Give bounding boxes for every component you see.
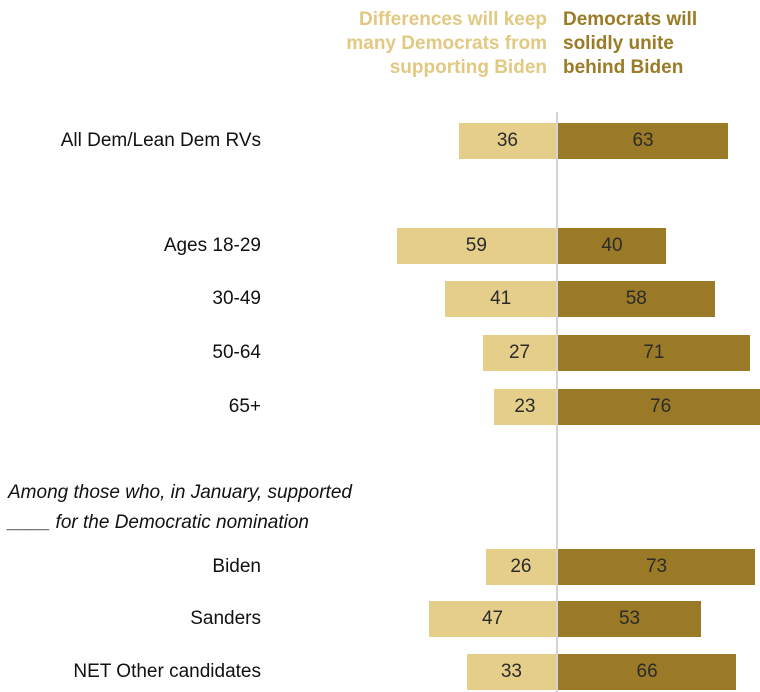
bar-left <box>396 228 556 264</box>
legend-right-line: behind Biden <box>563 57 684 78</box>
bar-right <box>558 123 729 159</box>
row-label: NET Other candidates <box>73 661 261 682</box>
bar-right <box>558 281 715 317</box>
bar-right-value-label: 71 <box>643 342 665 363</box>
bar-left <box>483 335 556 371</box>
section-note-line: Among those who, in January, supported <box>8 482 352 503</box>
row-label: Biden <box>212 556 261 577</box>
bar-right-value-label: 73 <box>645 556 668 577</box>
row-label: All Dem/Lean Dem RVs <box>60 130 261 151</box>
bar-left-value-label: 26 <box>510 556 532 577</box>
bar-left <box>458 123 556 159</box>
bar-left-value-label: 41 <box>490 288 512 309</box>
legend-left-line: supporting Biden <box>389 57 547 78</box>
bar-left-value-label: 23 <box>514 396 536 417</box>
bar-left <box>445 281 556 317</box>
bar-right <box>558 335 750 371</box>
legend-left-header: Differences will keep many Democrats fro… <box>287 8 547 80</box>
row-label: 65+ <box>228 396 261 417</box>
bar-right <box>558 389 760 425</box>
bar-right <box>558 654 737 690</box>
row-label: Sanders <box>190 608 261 629</box>
bar-right <box>558 601 702 637</box>
bar-right-value-label: 53 <box>618 608 641 629</box>
bar-left-value-label: 59 <box>465 235 487 256</box>
section-note-line: ____ for the Democratic nomination <box>8 512 309 533</box>
bar-right-value-label: 66 <box>636 661 658 682</box>
legend-right-line: solidly unite <box>563 33 674 54</box>
bar-left-value-label: 33 <box>500 661 522 682</box>
bar-right-value-label: 63 <box>632 130 654 151</box>
legend-right-line: Democrats will <box>563 9 698 30</box>
bar-right-value-label: 76 <box>650 396 672 417</box>
bar-left-value-label: 36 <box>496 130 518 151</box>
bar-right-value-label: 58 <box>625 288 647 309</box>
legend-right-header: Democrats will solidly unite behind Bide… <box>563 8 753 80</box>
bar-left <box>466 654 556 690</box>
bar-right <box>558 228 666 264</box>
bar-left <box>493 389 556 425</box>
row-label: Ages 18-29 <box>163 235 261 256</box>
bar-left <box>429 601 556 637</box>
legend-left-line: many Democrats from <box>346 33 547 54</box>
bar-left <box>485 549 556 585</box>
zero-axis-line <box>556 112 558 692</box>
bar-left-value-label: 27 <box>508 342 531 363</box>
row-label: 50-64 <box>212 342 261 363</box>
row-label: 30-49 <box>212 288 261 309</box>
bar-right <box>558 549 756 585</box>
bar-right-value-label: 40 <box>601 235 623 256</box>
section-note: Among those who, in January, supported _… <box>8 478 488 538</box>
legend-left-line: Differences will keep <box>359 9 547 30</box>
bar-left-value-label: 47 <box>481 608 504 629</box>
